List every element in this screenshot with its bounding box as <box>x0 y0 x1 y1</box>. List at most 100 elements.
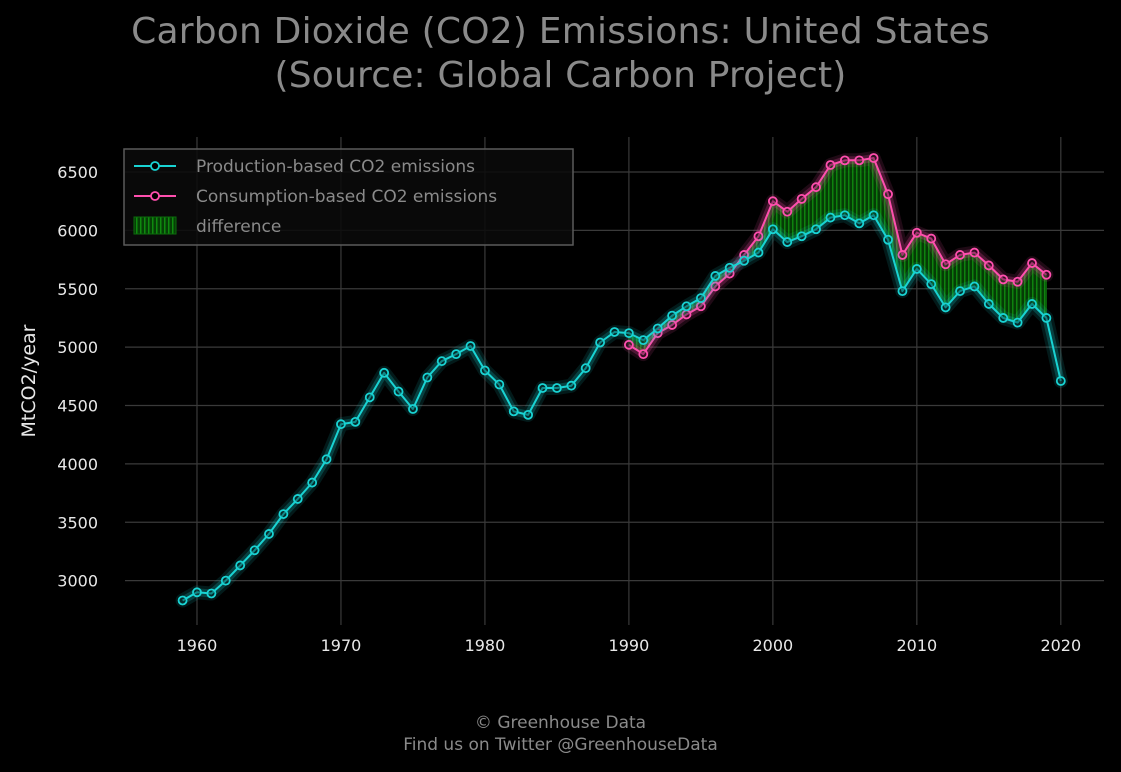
chart-title-line-2: (Source: Global Carbon Project) <box>274 55 847 96</box>
y-tick-label: 3000 <box>57 572 98 591</box>
consumption-point <box>839 155 850 166</box>
production-point <box>955 286 965 297</box>
consumption-point <box>796 193 807 204</box>
consumption-point <box>1027 258 1037 268</box>
consumption-point <box>969 247 980 258</box>
y-tick-label: 5500 <box>57 280 98 299</box>
production-point <box>364 392 375 403</box>
y-tick-label: 5000 <box>57 338 98 357</box>
production-point <box>552 383 562 393</box>
production-glow-outer <box>175 208 1068 608</box>
footer-twitter: Find us on Twitter @GreenhouseData <box>403 735 718 755</box>
production-point <box>667 310 677 321</box>
consumption-point <box>782 206 793 217</box>
production-point <box>321 454 332 465</box>
production-point <box>393 386 404 397</box>
production-point <box>264 529 274 539</box>
production-point <box>609 327 620 337</box>
production-point <box>220 575 231 586</box>
y-tick-label: 6000 <box>57 221 98 240</box>
production-point <box>652 323 663 334</box>
consumption-point <box>983 260 994 271</box>
production-point <box>897 286 908 297</box>
production-point <box>177 595 188 606</box>
production-point <box>523 409 534 420</box>
production-point <box>206 588 217 599</box>
consumption-point <box>940 259 951 270</box>
production-point <box>811 224 821 235</box>
footer: © Greenhouse Data Find us on Twitter @Gr… <box>0 712 1121 756</box>
consumption-point <box>897 250 908 260</box>
consumption-point <box>638 349 649 360</box>
legend-consumption-marker <box>150 191 160 201</box>
production-point <box>249 545 260 556</box>
production-point <box>307 477 318 488</box>
consumption-point <box>811 182 821 193</box>
legend-production-marker <box>150 161 160 171</box>
production-point <box>278 509 289 519</box>
x-tick-label: 1970 <box>321 636 362 655</box>
production-point <box>508 406 519 417</box>
consumption-point <box>854 155 865 166</box>
production-point <box>465 341 476 351</box>
production-point <box>480 365 490 376</box>
production-point <box>580 363 591 374</box>
legend: Production-based CO2 emissions Consumptio… <box>123 148 574 246</box>
production-point <box>825 212 836 223</box>
production-point <box>422 372 433 383</box>
production-point <box>753 247 764 258</box>
y-axis-label: MtCO2/year <box>18 324 40 437</box>
production-point <box>983 299 994 309</box>
consumption-line <box>628 157 1048 356</box>
consumption-point <box>825 160 836 170</box>
production-point <box>638 335 649 346</box>
x-tick-label: 1990 <box>609 636 650 655</box>
consumption-point <box>623 339 634 350</box>
consumption-point <box>1041 269 1052 280</box>
production-point <box>379 367 390 378</box>
production-point <box>1027 299 1037 309</box>
production-point <box>911 264 922 274</box>
y-tick-label: 4000 <box>57 455 98 474</box>
production-point <box>1012 317 1023 328</box>
production-point <box>408 404 418 414</box>
series <box>175 151 1068 608</box>
consumption-point <box>753 231 764 242</box>
x-tick-label: 2020 <box>1040 636 1081 655</box>
consumption-point <box>868 153 879 163</box>
production-point <box>451 349 462 360</box>
production-point <box>868 210 879 221</box>
consumption-point <box>883 189 893 200</box>
production-point <box>1055 376 1066 386</box>
production-point <box>926 279 937 290</box>
legend-consumption-label: Consumption-based CO2 emissions <box>196 187 497 207</box>
production-point <box>940 302 951 313</box>
production-point <box>494 379 505 390</box>
y-tick-label: 3500 <box>57 513 98 532</box>
legend-box <box>123 148 574 246</box>
chart-title-line-1: Carbon Dioxide (CO2) Emissions: United S… <box>131 11 990 52</box>
production-point <box>998 313 1009 323</box>
production-point <box>623 328 634 339</box>
production-point <box>537 383 548 393</box>
consumption-point <box>911 227 922 238</box>
production-point <box>883 234 893 245</box>
consumption-point <box>955 250 965 260</box>
production-point <box>854 218 865 229</box>
production-point <box>839 210 850 221</box>
production-point <box>595 337 606 348</box>
consumption-point <box>710 281 721 292</box>
legend-difference-label: difference <box>196 217 281 237</box>
consumption-point <box>926 233 937 244</box>
production-point <box>566 380 577 391</box>
production-point <box>739 255 749 266</box>
x-tick-label: 1960 <box>177 636 218 655</box>
consumption-point <box>767 196 778 207</box>
y-tick-label: 4500 <box>57 397 98 416</box>
chart-title: Carbon Dioxide (CO2) Emissions: United S… <box>0 10 1121 98</box>
production-point <box>969 281 980 292</box>
production-point <box>192 587 202 598</box>
production-point <box>767 224 778 235</box>
x-tick-label: 2000 <box>753 636 794 655</box>
